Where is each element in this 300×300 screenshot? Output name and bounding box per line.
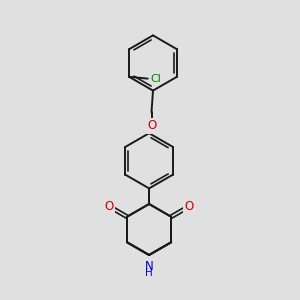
Text: O: O [147, 119, 156, 132]
Text: Cl: Cl [151, 74, 162, 84]
Text: O: O [104, 200, 113, 213]
Text: H: H [145, 268, 153, 278]
Text: O: O [185, 200, 194, 213]
Text: N: N [145, 260, 154, 272]
